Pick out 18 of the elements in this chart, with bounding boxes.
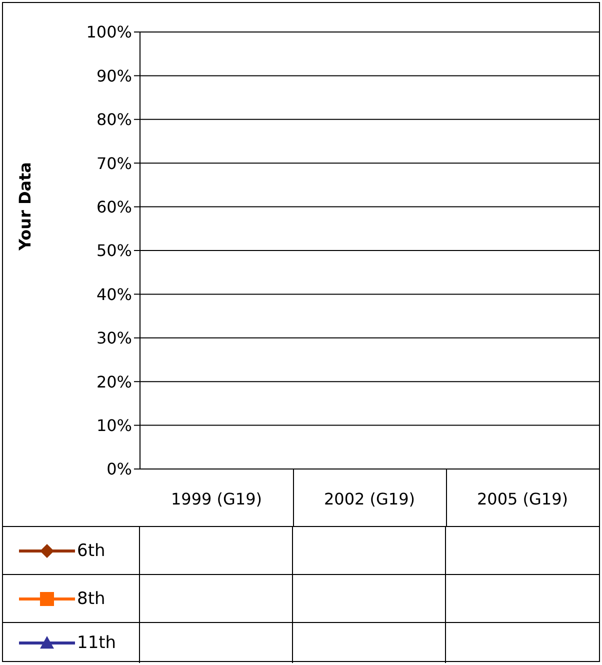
legend-label: 8th — [77, 588, 106, 608]
y-tick-label: 60% — [96, 197, 132, 216]
legend-label: 6th — [77, 540, 106, 560]
y-tick-label: 10% — [96, 416, 132, 435]
y-tick-label: 20% — [96, 372, 132, 392]
y-tick-label: 100% — [86, 22, 132, 42]
y-tick-label: 70% — [96, 154, 132, 173]
legend-label: 11th — [77, 633, 116, 653]
y-axis-title: Your Data — [16, 162, 35, 252]
y-tick-label: 30% — [96, 328, 132, 348]
x-tick-label: 2005 (G19) — [476, 489, 568, 508]
x-tick-label: 1999 (G19) — [170, 489, 262, 508]
y-tick-label: 90% — [96, 66, 132, 86]
y-tick-label: 40% — [96, 284, 132, 304]
y-tick-label: 0% — [106, 460, 132, 479]
x-tick-label: 2002 (G19) — [324, 489, 416, 508]
y-tick-label: 50% — [96, 241, 132, 260]
y-tick-label: 80% — [96, 110, 132, 130]
